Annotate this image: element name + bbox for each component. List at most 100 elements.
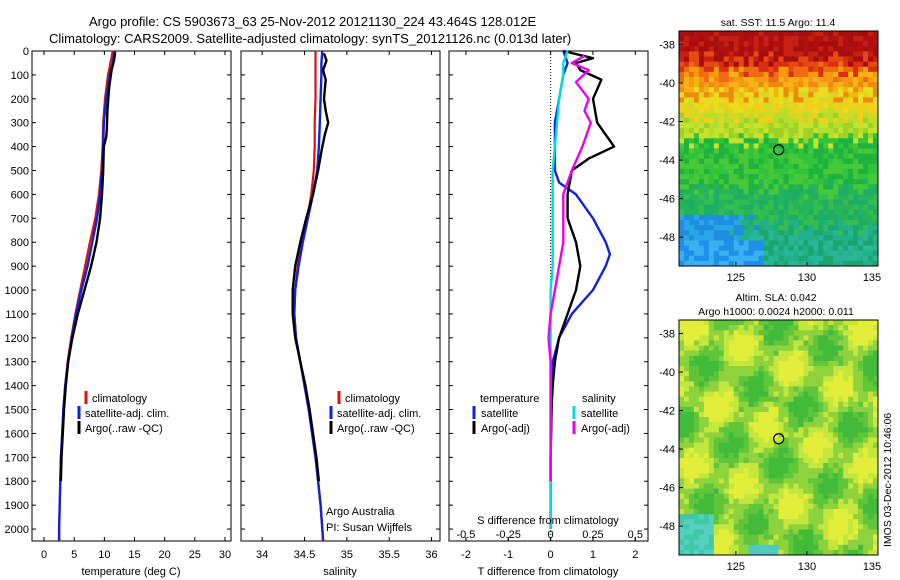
sst-map-cell (853, 107, 859, 114)
sla-map-cell (863, 437, 869, 444)
sla-map-cell (768, 498, 774, 505)
sst-map-cell (738, 255, 745, 262)
sst-map-cell (783, 194, 789, 200)
sst-map-cell (803, 184, 809, 190)
y-tick-label: 400 (11, 142, 29, 154)
sst-map-cell (728, 255, 735, 262)
temperature-plot: 0 5 10 15 20 25 300100200300400500600700800900… (5, 46, 232, 561)
sst-map-cell (723, 66, 730, 73)
sla-map-cell (698, 498, 705, 505)
sla-map-cell (853, 534, 859, 541)
sst-map-cell (688, 148, 695, 155)
sst-map-cell (778, 92, 784, 98)
sla-map-cell (778, 417, 784, 423)
sla-map-cell (748, 483, 755, 489)
sla-map-cell (703, 437, 710, 444)
sst-map-cell (773, 76, 779, 83)
sla-map-cell (728, 391, 735, 398)
sst-map-cell (853, 184, 859, 190)
sla-map-cell (713, 483, 720, 489)
sst-map-cell (838, 107, 844, 114)
sla-map-cell (803, 534, 809, 541)
sst-map-cell (788, 66, 794, 73)
sla-map-cell (698, 411, 705, 418)
sla-map-cell (763, 401, 769, 408)
sst-map-cell (818, 148, 824, 155)
sst-map-cell (768, 36, 774, 42)
sla-map-cell (808, 350, 814, 357)
sst-map-cell (698, 87, 705, 93)
sla-map-cell (868, 365, 874, 372)
sst-map-cell (748, 260, 755, 267)
sst-map-cell (728, 184, 735, 190)
sla-map-cell (818, 437, 824, 444)
sla-map-cell (679, 391, 685, 398)
sst-map-cell (853, 230, 859, 236)
sla-map-cell (858, 549, 864, 556)
sla-map-cell (843, 325, 849, 331)
sla-map-cell (778, 529, 784, 535)
sla-map-cell (858, 396, 864, 403)
sla-map-cell (773, 488, 779, 495)
sst-map-cell (868, 61, 874, 68)
sst-map-cell (823, 148, 829, 155)
sla-map-cell (858, 493, 864, 500)
sst-map-cell (863, 174, 869, 180)
sla-map-cell (783, 509, 789, 515)
sst-map-cell (858, 61, 864, 68)
sst-map-cell (788, 31, 794, 37)
sst-map-cell (683, 31, 690, 37)
sla-map-cell (778, 468, 784, 474)
sst-map-cell (783, 97, 789, 103)
sst-map-cell (823, 61, 829, 68)
sla-map-cell (808, 376, 814, 382)
sst-map-cell (778, 158, 784, 165)
sla-map-cell (813, 386, 819, 392)
sla-map-cell (768, 335, 774, 341)
sla-map-cell (718, 417, 725, 423)
sst-map-cell (868, 66, 874, 73)
sla-map-cell (693, 376, 700, 382)
sst-map-cell (818, 71, 824, 78)
sla-map-cell (843, 493, 849, 500)
sst-map-cell (768, 112, 774, 119)
sla-map-cell (773, 437, 779, 444)
title-line-2: Climatology: CARS2009. Satellite-adjuste… (49, 31, 571, 46)
sst-map-cell (738, 184, 745, 190)
sst-map-cell (723, 36, 730, 42)
sst-map-cell (813, 117, 819, 124)
sla-map-cell (868, 437, 874, 444)
sla-map-cell (683, 325, 690, 331)
sla-map-cell (688, 498, 695, 505)
sla-map-cell (788, 417, 794, 423)
sla-map-cell (763, 355, 769, 362)
sst-map-cell (868, 250, 874, 257)
sst-map-cell (823, 138, 829, 144)
sla-map-cell (873, 463, 879, 469)
sst-map-cell (858, 102, 864, 109)
sla-map-cell (843, 498, 849, 505)
sla-map-cell (838, 350, 844, 357)
sst-map-cell (853, 260, 859, 267)
sst-map-cell (683, 204, 690, 211)
sla-map-cell (793, 442, 799, 449)
sst-map-cell (693, 230, 700, 236)
sla-map-cell (858, 422, 864, 428)
sst-map-cell (773, 179, 779, 185)
sst-map-cell (808, 66, 814, 73)
sst-map-cell (688, 82, 695, 88)
sla-map-cell (753, 473, 760, 479)
sst-map-cell (753, 194, 760, 200)
sst-map-cell (843, 230, 849, 236)
sst-map-cell (683, 76, 690, 83)
sst-map-cell (848, 87, 854, 93)
sla-map-cell (718, 483, 725, 489)
sla-map-cell (713, 365, 720, 372)
sla-map-cell (773, 411, 779, 418)
sst-map-cell (853, 36, 859, 42)
sla-map-cell (753, 437, 760, 444)
sla-map-cell (758, 396, 764, 403)
sst-map-cell (848, 163, 854, 170)
sla-map-cell (733, 350, 740, 357)
sst-map-cell (768, 51, 774, 57)
